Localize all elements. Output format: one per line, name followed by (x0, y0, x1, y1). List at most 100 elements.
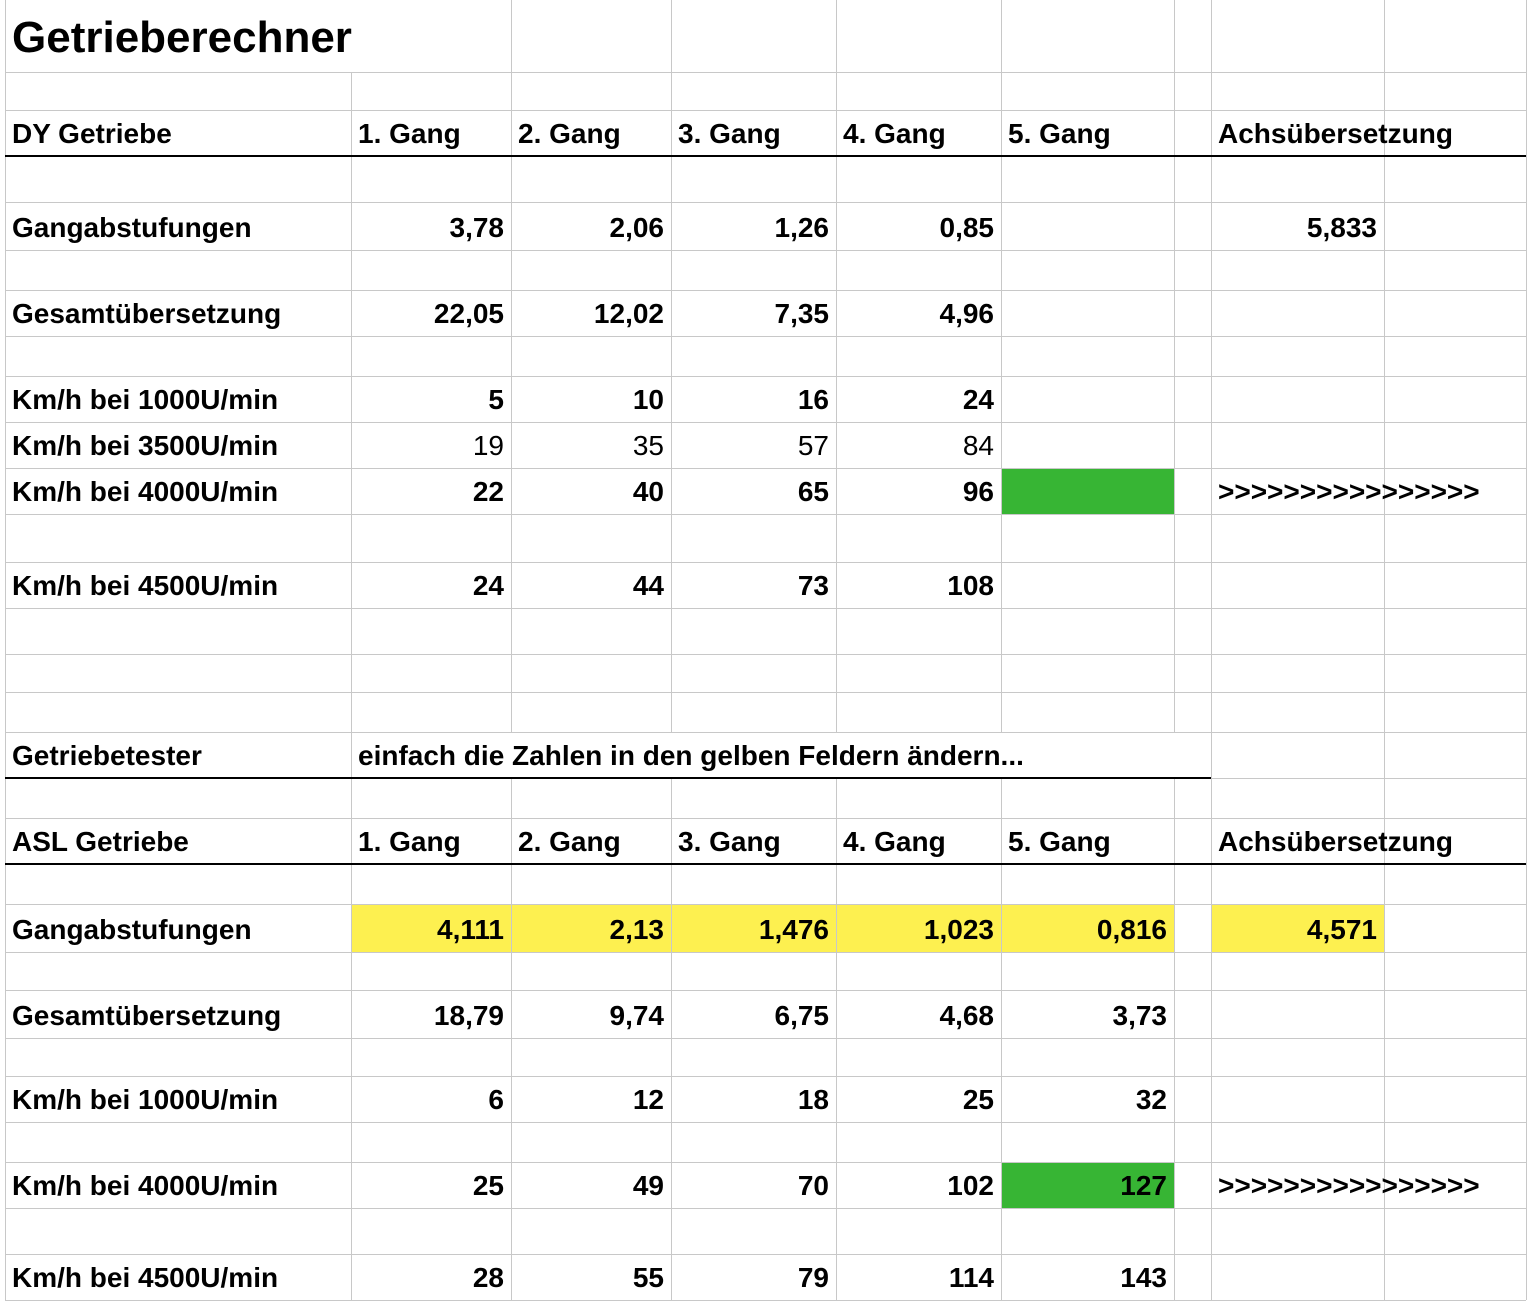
grid-vline (511, 778, 512, 1300)
grid-hline (5, 562, 1526, 563)
grid-vline (1001, 0, 1002, 732)
column-header: 5. Gang (1008, 118, 1111, 149)
input-cell[interactable]: 0,816 (1096, 914, 1167, 945)
table-cell: 25 (472, 1170, 504, 1201)
row-label: Km/h bei 4500U/min (12, 1262, 279, 1293)
input-cell-fill-axle (1212, 905, 1384, 952)
input-cell-fill (352, 905, 511, 952)
grid-hline (5, 336, 1526, 337)
grid-hline (5, 1038, 1526, 1039)
column-header: DY Getriebe (12, 118, 172, 149)
grid-hline (5, 692, 1526, 693)
grid-hline (5, 818, 1526, 819)
table-cell: 65 (797, 476, 829, 507)
grid-vline (1174, 778, 1175, 1300)
input-cell-fill (837, 905, 1001, 952)
grid-vline (5, 0, 6, 1300)
grid-hline (5, 990, 1526, 991)
table-cell: 4,96 (939, 298, 995, 329)
input-cell[interactable]: 1,476 (758, 914, 829, 945)
row-label: Km/h bei 4000U/min (12, 476, 279, 507)
grid-vline (351, 72, 352, 1300)
table-cell: 2,06 (609, 212, 665, 243)
table-cell: 22 (472, 476, 504, 507)
grid-vline (671, 778, 672, 1300)
table-cell: 96 (962, 476, 994, 507)
grid-hline (5, 72, 1526, 73)
table-cell: 7,35 (774, 298, 830, 329)
column-header: 1. Gang (358, 826, 461, 857)
column-header: Achsübersetzung (1218, 118, 1453, 149)
table-cell: 44 (632, 570, 664, 601)
table-cell: 19 (472, 430, 504, 461)
row-label: Km/h bei 1000U/min (12, 1084, 279, 1115)
section-label: Getriebetester (12, 740, 202, 771)
table-cell: 24 (962, 384, 994, 415)
table-cell: 3,78 (449, 212, 505, 243)
table-cell: 0,85 (939, 212, 995, 243)
input-cell[interactable]: 4,111 (437, 914, 504, 945)
grid-vline (1384, 0, 1385, 1300)
table-cell: 70 (797, 1170, 829, 1201)
axle-ratio-cell: 5,833 (1306, 212, 1377, 243)
grid-hline (5, 1122, 1526, 1123)
column-header: ASL Getriebe (12, 826, 189, 857)
axle-input-cell[interactable]: 4,571 (1306, 914, 1377, 945)
grid-vline (671, 0, 672, 732)
grid-vline (1001, 778, 1002, 1300)
grid-hline (5, 1300, 1526, 1301)
grid-vline (836, 778, 837, 1300)
row-label: Km/h bei 4000U/min (12, 1170, 279, 1201)
table-cell: 25 (962, 1084, 994, 1115)
table-cell: 127 (1120, 1170, 1167, 1201)
table-cell: 24 (472, 570, 504, 601)
grid-vline (1526, 0, 1527, 1300)
table-cell: 114 (948, 1262, 994, 1293)
table-cell: 28 (472, 1262, 504, 1293)
table-cell: 32 (1135, 1084, 1167, 1115)
table-cell: 18 (797, 1084, 829, 1115)
table-cell: 102 (947, 1170, 994, 1201)
table-cell: 6 (488, 1084, 504, 1115)
input-cell[interactable]: 2,13 (609, 914, 665, 945)
table-cell: 84 (962, 430, 994, 461)
column-header: 3. Gang (678, 118, 781, 149)
grid-hline (5, 904, 1526, 905)
input-cell-fill (672, 905, 836, 952)
table-cell: 12 (632, 1084, 664, 1115)
column-header: Achsübersetzung (1218, 826, 1453, 857)
column-header: 1. Gang (358, 118, 461, 149)
row-label: Gangabstufungen (12, 914, 252, 945)
arrow-note: >>>>>>>>>>>>>>>> (1218, 1170, 1480, 1201)
table-cell: 49 (632, 1170, 664, 1201)
row-label: Gesamtübersetzung (12, 298, 282, 329)
grid-vline (511, 0, 512, 732)
table-cell: 16 (797, 384, 829, 415)
header-underline (5, 155, 1526, 157)
grid-hline (5, 110, 1526, 111)
row-label: Km/h bei 1000U/min (12, 384, 279, 415)
table-cell: 143 (1120, 1262, 1167, 1293)
row-label: Km/h bei 3500U/min (12, 430, 279, 461)
column-header: 5. Gang (1008, 826, 1111, 857)
table-cell: 73 (797, 570, 829, 601)
input-cell[interactable]: 1,023 (923, 914, 994, 945)
grid-vline (1211, 0, 1212, 1300)
grid-hline (5, 1076, 1526, 1077)
grid-hline (5, 514, 1526, 515)
row-label: Km/h bei 4500U/min (12, 570, 279, 601)
grid-hline (5, 1208, 1526, 1209)
column-header: 2. Gang (518, 118, 621, 149)
grid-hline (5, 376, 1526, 377)
arrow-note: >>>>>>>>>>>>>>>> (1218, 476, 1480, 507)
input-cell-fill (1002, 905, 1174, 952)
grid-hline (5, 250, 1526, 251)
table-cell: 18,79 (433, 1000, 504, 1031)
table-cell: 22,05 (433, 298, 504, 329)
table-cell: 10 (632, 384, 664, 415)
table-cell: 57 (797, 430, 829, 461)
input-cell-fill (512, 905, 671, 952)
table-cell: 108 (947, 570, 994, 601)
grid-hline (5, 468, 1526, 469)
